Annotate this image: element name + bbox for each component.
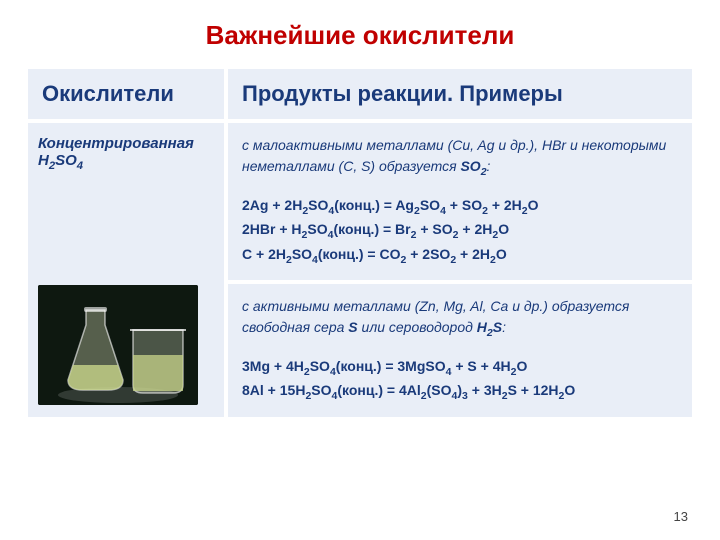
header-products: Продукты реакции. Примеры bbox=[228, 69, 692, 119]
box2-intro: с активными металлами (Zn, Mg, Al, Ca и … bbox=[242, 296, 678, 342]
products-box-active-metals: с активными металлами (Zn, Mg, Al, Ca и … bbox=[228, 284, 692, 417]
header-oxidizers: Окислители bbox=[28, 69, 224, 119]
content-table: Окислители Продукты реакции. Примеры Кон… bbox=[0, 69, 720, 417]
oxidizer-cell: Концентрированная H2SO4 bbox=[28, 123, 224, 417]
box1-intro: с малоактивными металлами (Cu, Ag и др.)… bbox=[242, 135, 678, 181]
flask-image bbox=[38, 285, 198, 405]
oxidizer-name: Концентрированная H2SO4 bbox=[38, 135, 214, 172]
slide-title: Важнейшие окислители bbox=[0, 0, 720, 69]
table-body-row: Концентрированная H2SO4 с малоак bbox=[28, 123, 692, 417]
page-number: 13 bbox=[674, 509, 688, 524]
box1-equations: 2Ag + 2H2SO4(конц.) = Ag2SO4 + SO2 + 2H2… bbox=[242, 195, 678, 269]
table-header-row: Окислители Продукты реакции. Примеры bbox=[28, 69, 692, 119]
products-box-inactive-metals: с малоактивными металлами (Cu, Ag и др.)… bbox=[228, 123, 692, 280]
products-column: с малоактивными металлами (Cu, Ag и др.)… bbox=[228, 123, 692, 417]
box2-equations: 3Mg + 4H2SO4(конц.) = 3MgSO4 + S + 4H2O8… bbox=[242, 356, 678, 405]
